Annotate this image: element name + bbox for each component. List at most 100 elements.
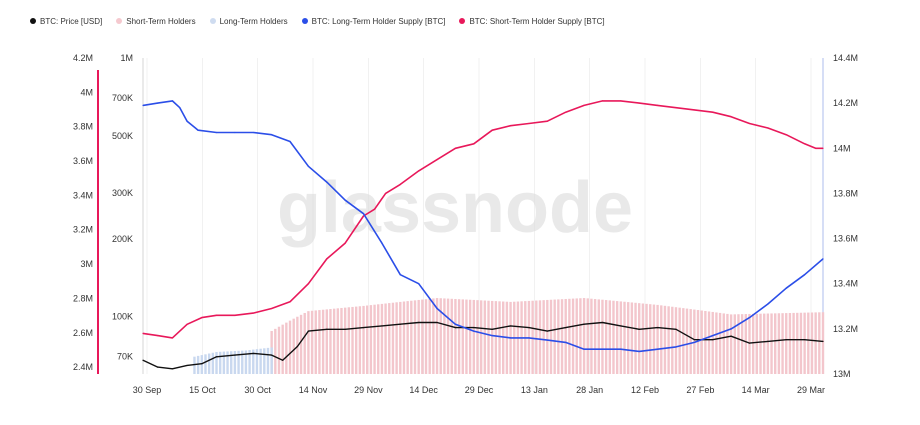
holders-bar <box>568 298 571 374</box>
holders-bar <box>391 302 395 374</box>
holders-bar <box>663 305 667 374</box>
holders-bar <box>215 351 218 374</box>
holders-bar <box>571 298 575 374</box>
lth-supply-line-point <box>179 107 181 109</box>
sth-supply-line-point <box>748 122 751 125</box>
price-line-point <box>675 328 677 330</box>
legend-item-price[interactable]: BTC: Price [USD] <box>30 17 102 26</box>
holders-bar <box>432 298 435 374</box>
holders-bar <box>318 310 321 374</box>
sth-supply-line-point <box>384 192 387 195</box>
supply-tick-label: 14M <box>833 143 851 153</box>
holders-bar <box>748 313 751 374</box>
x-tick-label: 12 Feb <box>631 385 659 395</box>
sth-supply-line-point <box>583 104 585 106</box>
price-line-point <box>201 363 203 365</box>
price-line-point <box>528 327 530 329</box>
holders-bar <box>535 300 538 374</box>
holders-bar <box>652 304 656 374</box>
lth-supply-line-point <box>785 287 787 289</box>
lth-supply-line-point <box>656 348 659 350</box>
holders-bar <box>814 312 817 374</box>
price-line-point <box>767 340 769 342</box>
holders-bar <box>645 303 648 374</box>
holders-bar <box>358 306 362 374</box>
lth-supply-line-point <box>638 350 640 353</box>
holders-bar <box>601 299 604 374</box>
price-tick-label: 3M <box>80 259 93 269</box>
x-tick-label: 14 Nov <box>299 385 328 395</box>
holders-bar <box>230 351 233 374</box>
holders-tick-label: 200K <box>112 234 133 244</box>
sth-supply-line-point <box>142 332 144 334</box>
holders-bar <box>549 299 553 374</box>
price-tick-label: 4M <box>80 87 93 97</box>
holders-bar <box>604 300 608 374</box>
lth-supply-line <box>142 100 824 353</box>
price-line-point <box>601 321 604 324</box>
holders-bar <box>193 356 196 374</box>
sth-supply-line-point <box>638 102 640 104</box>
legend-label-price: BTC: Price [USD] <box>40 16 103 26</box>
price-line-point <box>326 328 328 330</box>
lth-supply-line-point <box>620 348 622 350</box>
holders-bar <box>593 299 597 374</box>
legend-item-sth-supply[interactable]: BTC: Short-Term Holder Supply [BTC] <box>459 17 605 26</box>
holders-tick-label: 500K <box>112 131 133 141</box>
price-line-point <box>171 368 174 370</box>
holders-bar <box>722 313 725 374</box>
holders-bar <box>696 310 700 374</box>
sth-supply-line-point <box>730 116 732 118</box>
holders-bar <box>564 298 567 374</box>
holders-bar <box>399 301 402 374</box>
supply-tick-label: 13.8M <box>833 188 858 198</box>
holders-bar <box>494 301 498 374</box>
holders-bar <box>244 350 248 374</box>
price-tick-label: 2.8M <box>73 293 93 303</box>
legend-label-short-term-holders: Short-Term Holders <box>126 16 196 26</box>
lth-supply-line-point <box>675 346 677 348</box>
legend-item-long-term-holders[interactable]: Long-Term Holders <box>209 17 288 26</box>
price-line-point <box>804 339 806 341</box>
chart-legend: BTC: Price [USD] Short-Term Holders Long… <box>30 14 605 28</box>
holders-bar <box>395 302 398 374</box>
holders-bar <box>362 305 365 374</box>
price-tick-label: 3.2M <box>73 225 93 235</box>
legend-item-short-term-holders[interactable]: Short-Term Holders <box>116 16 196 26</box>
holders-bar <box>380 303 384 374</box>
holders-bar <box>774 313 777 374</box>
price-line-point <box>638 328 640 330</box>
holders-bar <box>796 312 799 374</box>
lth-supply-line-point <box>326 181 328 183</box>
lth-supply-line-point <box>822 258 824 260</box>
holders-bar <box>498 301 501 374</box>
sth-supply-line-point <box>473 143 475 145</box>
holders-bar <box>340 307 343 374</box>
holders-bar <box>310 310 314 374</box>
sth-supply-line-point <box>822 147 824 149</box>
legend-item-lth-supply[interactable]: BTC: Long-Term Holder Supply [BTC] <box>301 17 445 26</box>
sth-supply-line-point <box>344 242 346 244</box>
holders-bar <box>490 300 494 374</box>
sth-supply-line-point <box>565 111 567 113</box>
holders-bar <box>487 300 490 374</box>
holders-bar <box>538 300 542 374</box>
sth-supply-line-point <box>399 183 401 185</box>
x-tick-label: 14 Mar <box>742 385 770 395</box>
holders-bar <box>285 322 288 374</box>
holders-bar <box>689 309 692 374</box>
sth-supply-line-point <box>215 314 218 316</box>
holders-bar <box>211 352 215 374</box>
price-tick-label: 4.2M <box>73 53 93 63</box>
holders-bar <box>218 351 222 374</box>
holders-bar <box>200 355 204 374</box>
lth-supply-line-point <box>528 337 530 339</box>
lth-supply-line-point <box>215 131 218 134</box>
holders-bar <box>579 298 582 374</box>
sth-supply-line-point <box>767 127 769 129</box>
holders-bar <box>222 351 226 374</box>
lth-supply-line-point <box>491 335 493 337</box>
price-line-point <box>157 366 159 368</box>
price-line-point <box>748 342 751 344</box>
holders-bar <box>351 306 354 374</box>
